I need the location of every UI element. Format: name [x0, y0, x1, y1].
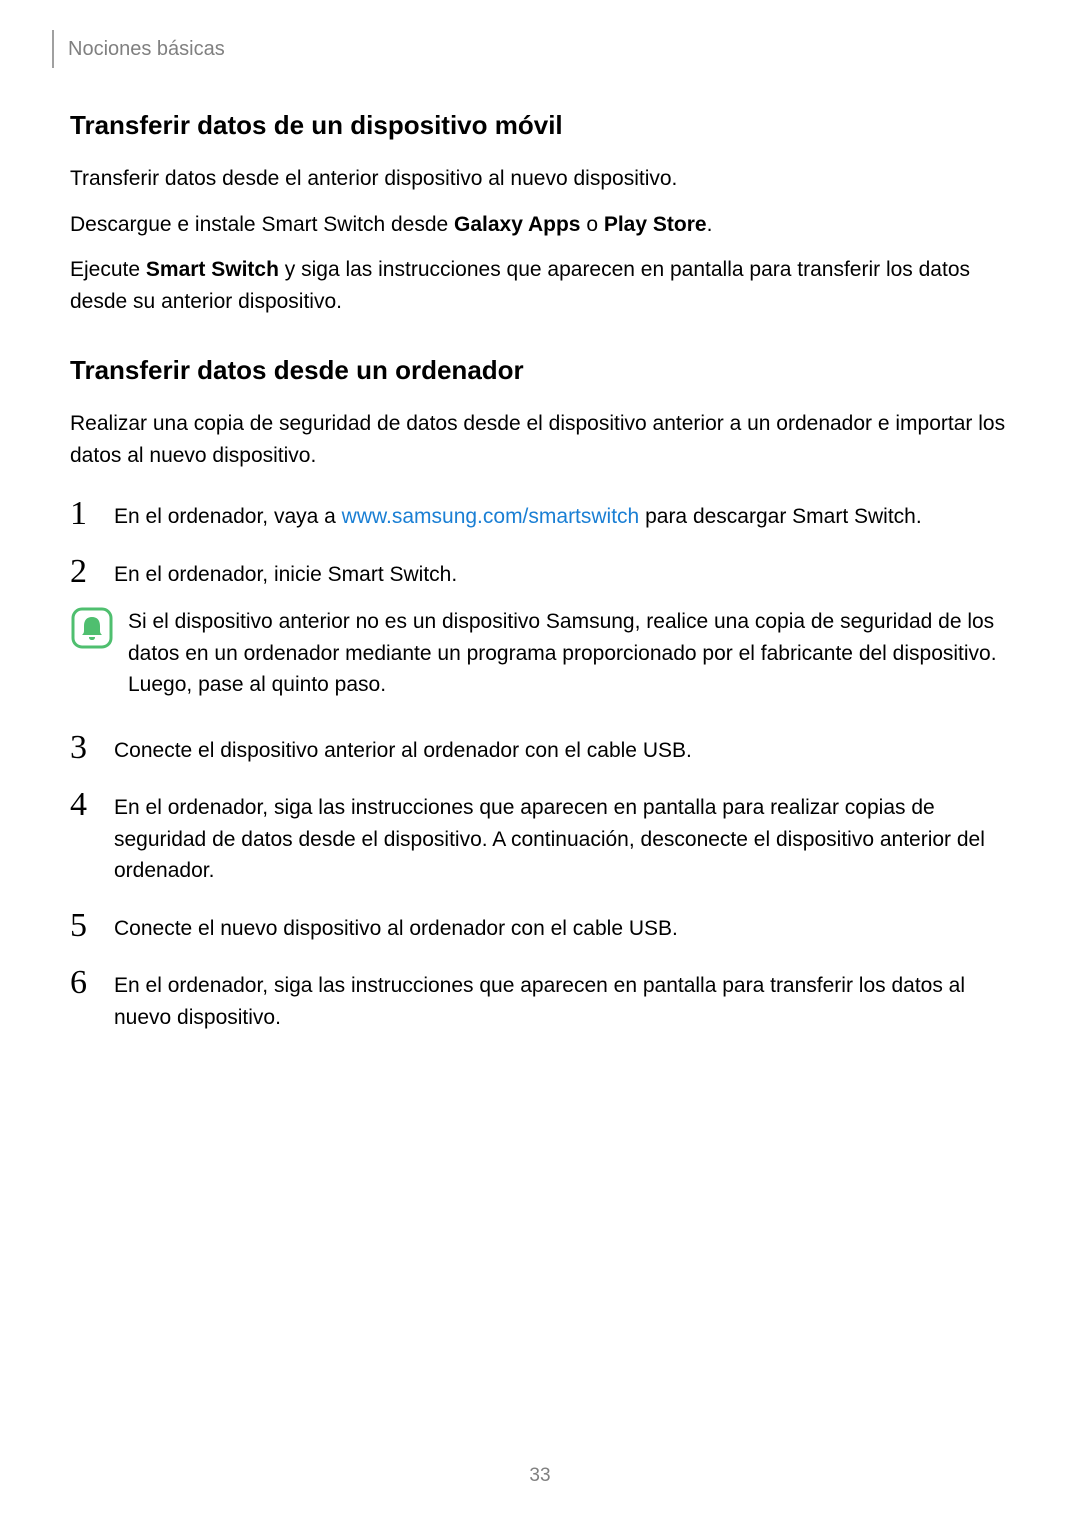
breadcrumb-text: Nociones básicas — [68, 38, 225, 61]
step-1: 1 En el ordenador, vaya a www.samsung.co… — [70, 497, 1010, 533]
note-box: Si el dispositivo anterior no es un disp… — [70, 604, 1010, 701]
bold-text: Galaxy Apps — [454, 213, 580, 236]
step-number: 3 — [70, 731, 114, 765]
step-text: En el ordenador, siga las instrucciones … — [114, 788, 1010, 887]
step-number: 5 — [70, 909, 114, 943]
step-text: Conecte el nuevo dispositivo al ordenado… — [114, 909, 678, 945]
section1-p3: Ejecute Smart Switch y siga las instrucc… — [70, 254, 1010, 317]
bold-text: Smart Switch — [146, 258, 279, 281]
step-text: En el ordenador, siga las instrucciones … — [114, 966, 1010, 1033]
step-2: 2 En el ordenador, inicie Smart Switch. — [70, 555, 1010, 591]
bold-text: Play Store — [604, 213, 707, 236]
step-3: 3 Conecte el dispositivo anterior al ord… — [70, 731, 1010, 767]
section1-heading: Transferir datos de un dispositivo móvil — [70, 110, 1010, 141]
section1-p1: Transferir datos desde el anterior dispo… — [70, 163, 1010, 195]
text-segment: o — [580, 213, 603, 236]
section1-p2: Descargue e instale Smart Switch desde G… — [70, 209, 1010, 241]
step-text: En el ordenador, vaya a www.samsung.com/… — [114, 497, 922, 533]
step-number: 2 — [70, 555, 114, 589]
step-number: 6 — [70, 966, 114, 1000]
section2-heading: Transferir datos desde un ordenador — [70, 355, 1010, 386]
header-divider — [52, 30, 54, 68]
note-bell-icon — [70, 604, 114, 655]
text-segment: Ejecute — [70, 258, 146, 281]
text-segment: para descargar Smart Switch. — [639, 505, 921, 528]
note-text: Si el dispositivo anterior no es un disp… — [114, 604, 1010, 701]
step-number: 4 — [70, 788, 114, 822]
text-segment: . — [707, 213, 713, 236]
page-number: 33 — [0, 1465, 1080, 1487]
step-6: 6 En el ordenador, siga las instruccione… — [70, 966, 1010, 1033]
page-content: Transferir datos de un dispositivo móvil… — [70, 110, 1010, 1055]
text-segment: Descargue e instale Smart Switch desde — [70, 213, 454, 236]
step-text: Conecte el dispositivo anterior al orden… — [114, 731, 692, 767]
page-header: Nociones básicas — [52, 30, 225, 68]
step-number: 1 — [70, 497, 114, 531]
smartswitch-link[interactable]: www.samsung.com/smartswitch — [342, 505, 640, 528]
section2-intro: Realizar una copia de seguridad de datos… — [70, 408, 1010, 471]
step-5: 5 Conecte el nuevo dispositivo al ordena… — [70, 909, 1010, 945]
step-text: En el ordenador, inicie Smart Switch. — [114, 555, 457, 591]
text-segment: En el ordenador, vaya a — [114, 505, 342, 528]
step-4: 4 En el ordenador, siga las instruccione… — [70, 788, 1010, 887]
